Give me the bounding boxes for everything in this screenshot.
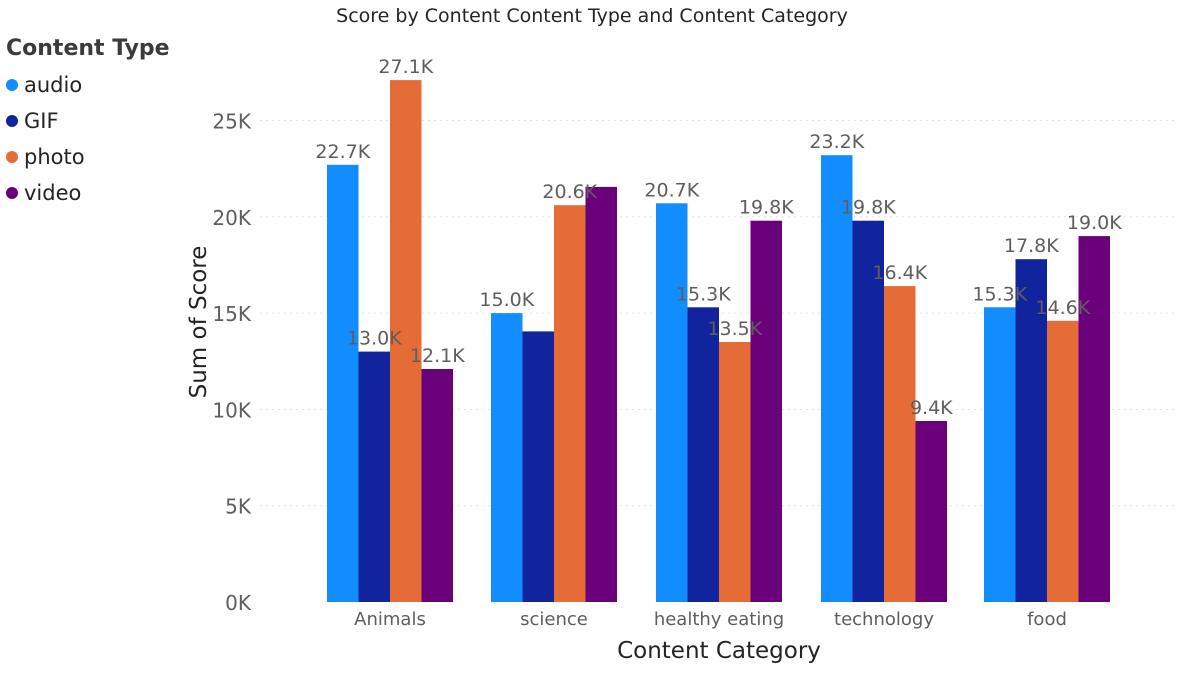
bar-audio — [327, 164, 359, 603]
legend-marker — [6, 151, 18, 163]
legend-item-photo[interactable]: photo — [6, 139, 170, 175]
bar-video — [421, 369, 453, 602]
data-label: 13.5K — [707, 318, 762, 340]
y-tick-label: 5K — [225, 495, 252, 519]
x-tick-label: food — [1027, 609, 1067, 630]
data-label: 20.7K — [644, 179, 699, 201]
legend-marker — [6, 79, 18, 91]
data-label: 9.4K — [910, 397, 953, 419]
y-tick-label: 15K — [212, 302, 251, 326]
legend-items: audio GIF photo video — [6, 67, 170, 211]
legend-item-video[interactable]: video — [6, 175, 170, 211]
legend-label: photo — [24, 145, 85, 169]
x-tick-label: healthy eating — [654, 609, 784, 630]
bar-video — [915, 421, 947, 602]
y-tick-label: 20K — [212, 206, 251, 230]
bar-video — [1078, 236, 1110, 602]
x-tick-label: science — [520, 609, 588, 630]
data-label: 14.6K — [1035, 297, 1090, 319]
x-tick-label: Animals — [354, 609, 426, 630]
bar-photo — [884, 286, 916, 602]
data-label: 27.1K — [378, 56, 433, 78]
legend-title: Content Type — [6, 36, 170, 61]
legend-label: video — [24, 181, 82, 205]
bar-video — [750, 220, 782, 602]
bar-gif — [687, 307, 719, 602]
bar-photo — [1047, 320, 1079, 602]
y-tick-label: 25K — [212, 110, 251, 134]
y-tick-label: 0K — [225, 591, 252, 615]
bar-audio — [491, 313, 523, 602]
chart-title: Score by Content Content Type and Conten… — [336, 5, 848, 27]
legend-item-audio[interactable]: audio — [6, 67, 170, 103]
bar-photo — [390, 80, 422, 603]
legend: Content Type audio GIF photo video — [6, 36, 170, 211]
bar-gif — [852, 220, 884, 602]
bar-gif — [358, 351, 390, 602]
x-axis-label: Content Category — [617, 638, 821, 664]
bar-gif — [1015, 259, 1047, 602]
legend-item-gif[interactable]: GIF — [6, 103, 170, 139]
bar-video — [585, 186, 617, 602]
data-label: 13.0K — [347, 328, 402, 350]
legend-marker — [6, 187, 18, 199]
bar-gif — [522, 331, 554, 602]
data-label: 23.2K — [809, 131, 864, 153]
bar-photo — [719, 342, 751, 602]
legend-label: GIF — [24, 109, 59, 133]
legend-label: audio — [24, 73, 83, 97]
data-label: 15.3K — [676, 283, 731, 305]
data-label: 16.4K — [872, 262, 927, 284]
data-label: 19.8K — [841, 197, 896, 219]
bar-photo — [554, 205, 586, 602]
x-tick-label: technology — [834, 609, 934, 630]
data-label: 15.0K — [479, 289, 534, 311]
y-tick-label: 10K — [212, 398, 251, 422]
bar-audio — [821, 155, 853, 602]
data-label: 17.8K — [1004, 235, 1059, 257]
legend-marker — [6, 115, 18, 127]
data-label: 15.3K — [972, 283, 1027, 305]
data-label: 22.7K — [315, 141, 370, 163]
bar-audio — [656, 203, 688, 603]
bar-audio — [984, 307, 1016, 602]
data-label: 19.0K — [1067, 212, 1122, 234]
data-label: 20.6K — [542, 181, 597, 203]
data-label: 12.1K — [410, 345, 465, 367]
data-label: 19.8K — [739, 197, 794, 219]
y-axis-label: Sum of Score — [186, 246, 212, 399]
